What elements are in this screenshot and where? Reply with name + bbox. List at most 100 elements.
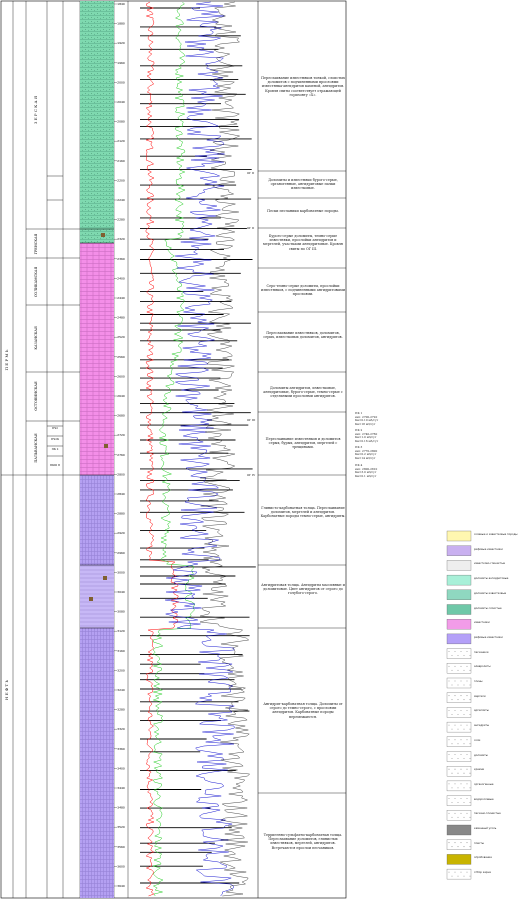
depth-label: 2720 bbox=[117, 433, 125, 437]
depth-label: 3600 bbox=[117, 864, 125, 868]
legend-swatch bbox=[446, 780, 472, 792]
stage-label: ОСТОВИНСКАЯ bbox=[34, 381, 38, 411]
depth-label: 2480 bbox=[117, 316, 125, 320]
curve-green bbox=[152, 1, 196, 897]
depth-label: 2200 bbox=[117, 178, 125, 182]
horizon-label: ПЧ2К bbox=[51, 437, 59, 441]
legend-swatch bbox=[446, 677, 472, 689]
legend-label: песчано-глинистые bbox=[474, 812, 501, 816]
litho-green-upper bbox=[80, 1, 114, 229]
lithology-description: Терригенно-сульфатно-карбонатная толща. … bbox=[263, 833, 343, 850]
depth-label: 3040 bbox=[117, 590, 125, 594]
stage-label: СОЛИКАМСКАЯ bbox=[34, 267, 38, 298]
depth-label: 1920 bbox=[117, 41, 125, 45]
depth-label: 3360 bbox=[117, 747, 125, 751]
og-marker: ОГ III bbox=[247, 418, 255, 422]
legend-label: опробование bbox=[474, 856, 492, 860]
curve-black bbox=[199, 1, 250, 897]
lithology-description: Ангидрит-карбонатная толща. Доломиты от … bbox=[263, 702, 343, 719]
sample-marker bbox=[101, 233, 105, 237]
depth-label: 2960 bbox=[117, 551, 125, 555]
litho-purple-lower bbox=[80, 628, 114, 898]
depth-label: 3480 bbox=[117, 806, 125, 810]
core-note: ПК 1 инт. 2700-2720 Кн=0.10 м3/сут Кн=18… bbox=[355, 411, 379, 426]
legend bbox=[446, 530, 472, 880]
lithology-description: Переслаивание известняков и доломитов се… bbox=[265, 437, 341, 450]
legend-label: пласты bbox=[474, 841, 484, 845]
depth-label: 2600 bbox=[117, 374, 125, 378]
sample-marker bbox=[104, 444, 108, 448]
legend-label: аргиллиты bbox=[474, 709, 489, 713]
legend-swatch bbox=[446, 663, 472, 674]
litho-purple-upper bbox=[80, 475, 114, 565]
stage-label: ГРЕНСКАЯ bbox=[34, 233, 38, 254]
depth-label: 3400 bbox=[117, 766, 125, 770]
stage-boundaries bbox=[1, 175, 80, 476]
legend-label: кремни bbox=[474, 768, 485, 772]
legend-swatch bbox=[446, 619, 472, 630]
legend-swatch bbox=[446, 854, 472, 865]
og-marker: ОГ II bbox=[247, 171, 254, 175]
legend-swatch bbox=[446, 707, 472, 718]
og-marker: ОГ II bbox=[247, 226, 254, 230]
depth-label: 3240 bbox=[117, 688, 125, 692]
depth-label: 2160 bbox=[117, 159, 125, 163]
core-note: ПК 2 инт. 2740-2760 Кн=1.0 м3/сут Кн=0.1… bbox=[355, 428, 379, 443]
legend-label: глины bbox=[474, 680, 483, 683]
depth-label: 2360 bbox=[117, 257, 125, 261]
description-separators bbox=[258, 170, 346, 794]
legend-label: доломиты слоистые bbox=[474, 606, 502, 610]
depth-label: 3640 bbox=[117, 884, 125, 888]
legend-swatch bbox=[446, 751, 472, 762]
legend-label: каменный уголь bbox=[474, 827, 497, 830]
lithology-description: Переслаивание известняков, доломитов, се… bbox=[263, 331, 343, 340]
depth-label: 3200 bbox=[117, 668, 125, 672]
depth-label: 2520 bbox=[117, 335, 125, 339]
depth-label: 2560 bbox=[117, 355, 125, 359]
litho-pink bbox=[80, 243, 114, 475]
legend-swatch bbox=[446, 721, 472, 733]
legend-swatch bbox=[446, 692, 472, 703]
stage-label: КАЗАНСКАЯ bbox=[34, 326, 38, 350]
depth-label: 3280 bbox=[117, 708, 125, 712]
depth-label: 3120 bbox=[117, 629, 125, 633]
depth-label: 3320 bbox=[117, 727, 125, 731]
legend-swatch bbox=[446, 839, 472, 850]
depth-label: 2640 bbox=[117, 394, 125, 398]
legend-swatch bbox=[446, 574, 472, 586]
legend-swatch bbox=[446, 810, 472, 821]
legend-label: песчаники bbox=[474, 650, 489, 654]
litho-purple-anhydrite bbox=[80, 565, 114, 628]
sample-marker bbox=[89, 597, 93, 601]
depth-label: 3160 bbox=[117, 649, 125, 653]
stage-label: ПАЛЬВАНСКАЯ bbox=[34, 433, 38, 462]
depth-label: 2680 bbox=[117, 414, 125, 418]
legend-label: отбор керна bbox=[474, 871, 491, 875]
depth-label: 1880 bbox=[117, 22, 125, 26]
horizon-label: ПК 2 bbox=[52, 447, 59, 451]
depth-label: 2400 bbox=[117, 276, 125, 280]
lithology-description: Серо-темно-серые доломиты, прослойки изв… bbox=[260, 284, 345, 297]
depth-label: 2320 bbox=[117, 237, 125, 241]
legend-swatch bbox=[446, 530, 472, 542]
depth-label: 3520 bbox=[117, 825, 125, 829]
depth-label: 3080 bbox=[117, 610, 125, 614]
depth-label: 3000 bbox=[117, 570, 125, 574]
lithology-description: Доломиты и известняки бурого-серые, орга… bbox=[268, 178, 338, 191]
depth-label: 2280 bbox=[117, 218, 125, 222]
depth-label: 2440 bbox=[117, 296, 125, 300]
legend-label: органогенные bbox=[474, 782, 494, 786]
depth-label: 1960 bbox=[117, 61, 125, 65]
system-label-lower: Н Е Ф Т Ь bbox=[4, 680, 9, 700]
lithology-description: Бурого-серые доломиты, темно-серые извес… bbox=[263, 234, 343, 251]
legend-label: доломиты ангидритовые bbox=[474, 577, 509, 581]
lithology-description: Ангидритовая толща. Ангидриты массивные … bbox=[261, 583, 345, 596]
legend-label: доломиты известковые bbox=[474, 591, 507, 595]
legend-label: водорослевые bbox=[474, 797, 494, 801]
legend-swatch bbox=[446, 604, 472, 615]
depth-label: 2120 bbox=[117, 139, 125, 143]
legend-swatch bbox=[446, 766, 472, 777]
log-curves bbox=[145, 1, 250, 897]
